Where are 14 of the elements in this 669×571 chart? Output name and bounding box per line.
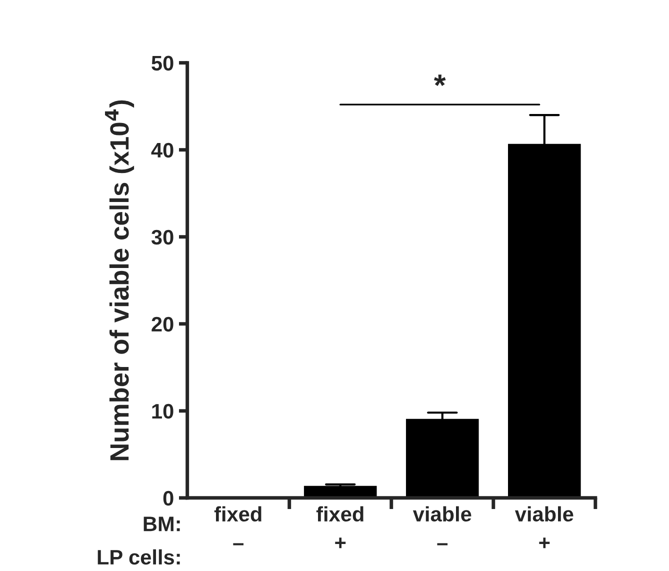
text: LP cells: [98,549,180,565]
y-tick-label: 10 [152,404,174,419]
x-tick-label: viable – [412,506,472,546]
annotation: * [434,74,446,86]
y-axis-title: Number of viable cells (x10$^{4}$) [104,100,134,460]
y-tick-label: 30 [151,230,174,245]
y-tick-label: 50 [152,56,174,71]
x-tick-label: fixed + [316,506,364,548]
x-tick-label: fixed – [214,506,262,546]
y-tick-label: 0 [163,490,174,506]
text: BM: [144,516,180,532]
x-tick-label: viable + [514,506,574,548]
y-tick-label: 20 [152,316,174,332]
y-tick-label: 40 [151,142,174,158]
